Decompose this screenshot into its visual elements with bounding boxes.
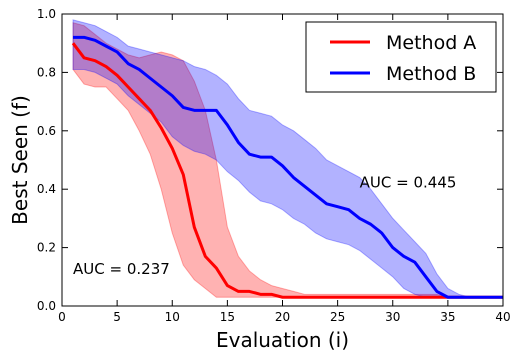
- legend-box: [305, 21, 497, 93]
- line-method-b: [73, 35, 503, 299]
- x-tick-label: 25: [330, 310, 345, 324]
- auc-annotation: AUC = 0.445: [360, 174, 457, 192]
- annotations: AUC = 0.237 AUC = 0.445: [73, 174, 456, 278]
- y-axis-label: Best Seen (f): [8, 95, 32, 225]
- auc-annotation: AUC = 0.237: [73, 260, 170, 278]
- y-tick-label: 0.6: [37, 124, 56, 138]
- x-tick-label: 20: [275, 310, 290, 324]
- legend-label: Method A: [386, 32, 476, 54]
- x-tick-label: 40: [495, 310, 510, 324]
- x-tick-label: 35: [440, 310, 455, 324]
- legend: Method A Method B: [305, 21, 497, 93]
- y-tick-label: 0.0: [37, 299, 56, 313]
- x-tick-label: 5: [113, 310, 121, 324]
- line-method-a: [71, 42, 503, 299]
- y-tick-label: 0.8: [37, 65, 56, 79]
- x-axis-label: Evaluation (i): [216, 328, 349, 350]
- series-lines: [71, 35, 503, 299]
- y-tick-label: 1.0: [37, 7, 56, 21]
- axis-ticks: 0 5 10 15 20 25 30 35 40 0.0 0.2 0.4 0.6 0.8 1.0: [37, 7, 511, 324]
- x-tick-label: 30: [385, 310, 400, 324]
- legend-label: Method B: [386, 63, 476, 85]
- x-tick-label: 10: [165, 310, 180, 324]
- y-tick-label: 0.4: [37, 182, 56, 196]
- x-tick-label: 0: [58, 310, 66, 324]
- y-tick-label: 0.2: [37, 241, 56, 255]
- x-tick-label: 15: [220, 310, 235, 324]
